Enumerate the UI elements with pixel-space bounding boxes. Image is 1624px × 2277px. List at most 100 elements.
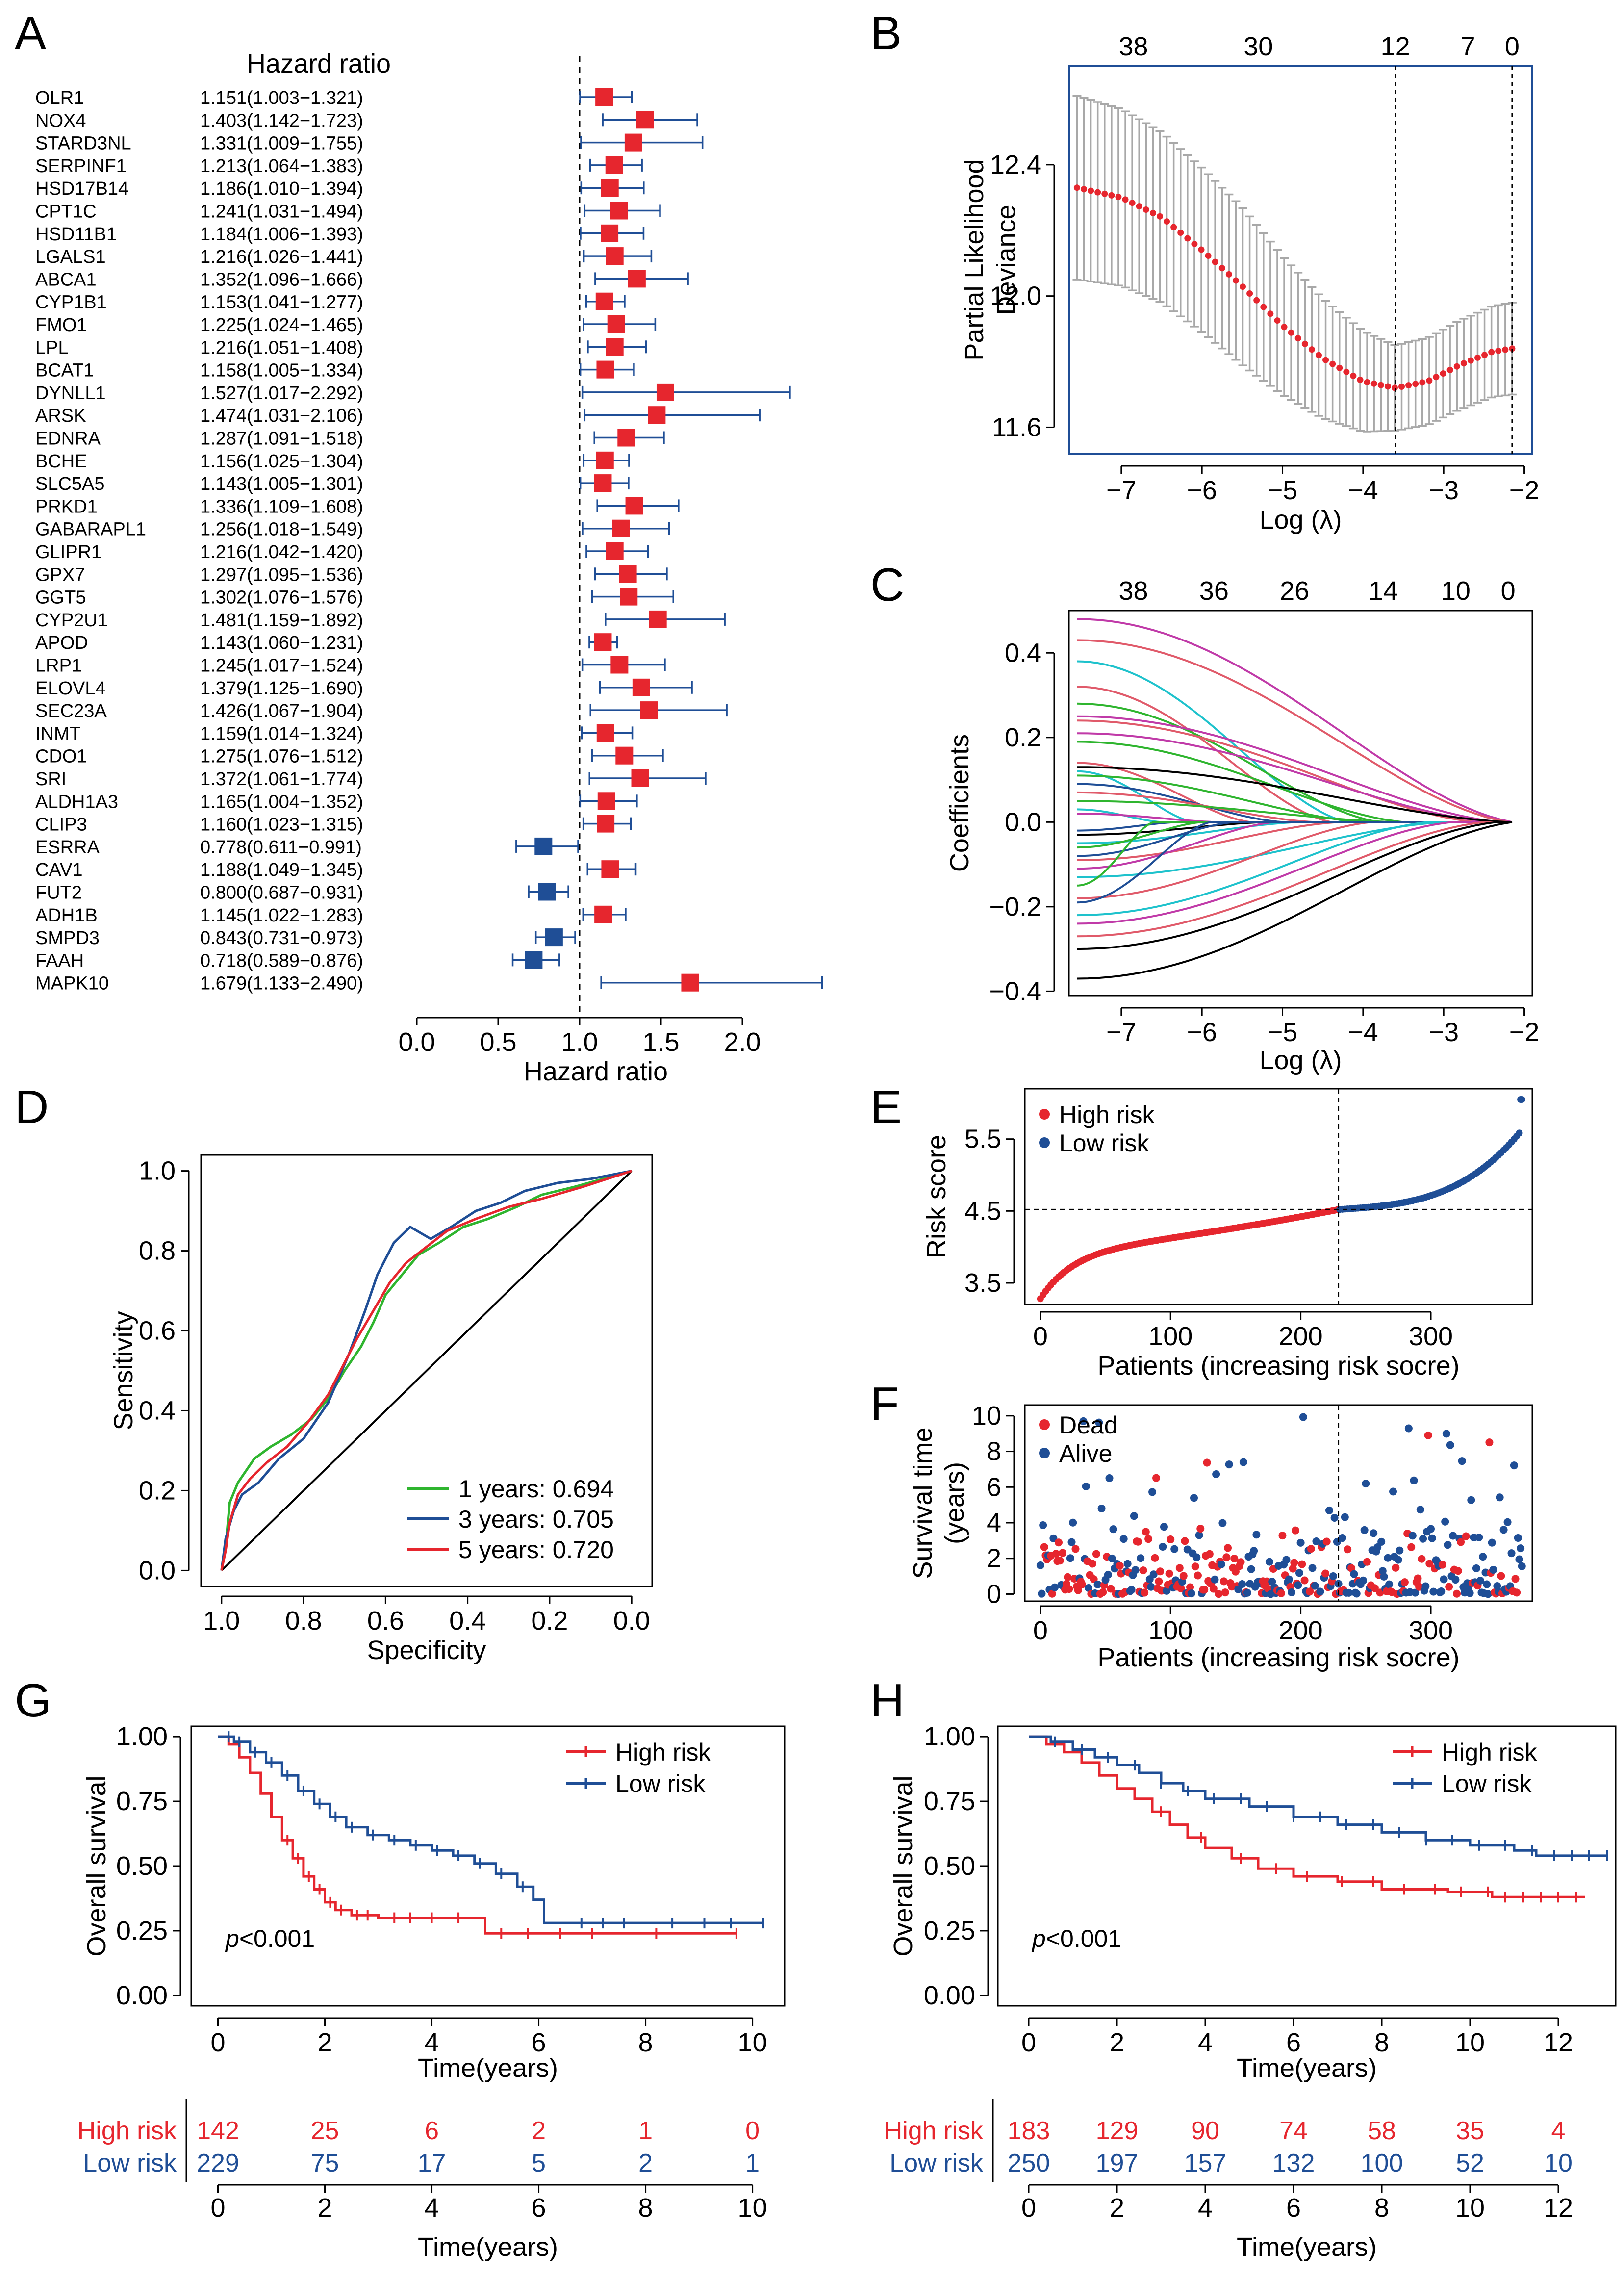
forest-gene-label: FUT2 — [35, 883, 82, 903]
risk-legend-label: Low risk — [1059, 1129, 1149, 1157]
forest-gene-label: ARSK — [35, 406, 86, 426]
status-point — [1419, 1535, 1427, 1543]
coef-path-line — [1077, 821, 1512, 836]
km-train-risk-count: 5 — [532, 2149, 546, 2177]
cv-deviance-point — [1364, 379, 1370, 385]
coef-path-line — [1077, 660, 1512, 823]
forest-hr-marker — [636, 111, 654, 129]
coef-path-line — [1077, 821, 1513, 980]
km-train-risk-count: 229 — [197, 2149, 239, 2177]
status-point — [1217, 1560, 1225, 1568]
status-point — [1440, 1575, 1448, 1584]
status-point — [1311, 1582, 1319, 1590]
km-train-risk-count: 17 — [418, 2149, 446, 2177]
status-point — [1407, 1543, 1416, 1551]
status-point — [1414, 1574, 1422, 1583]
km-train-y-tick-label: 0.25 — [116, 1916, 168, 1945]
status-plot-frame — [1024, 1404, 1533, 1602]
cv-x-tick-label: −4 — [1348, 476, 1378, 505]
forest-hr-marker — [607, 315, 625, 333]
status-point — [1352, 1589, 1361, 1598]
status-point — [1093, 1580, 1102, 1588]
status-point — [1149, 1570, 1158, 1579]
coef-path-line — [1077, 741, 1512, 823]
status-point — [1300, 1576, 1309, 1585]
forest-hr-marker — [648, 406, 666, 424]
status-y-title: (years) — [940, 1462, 969, 1544]
status-point — [1066, 1554, 1074, 1562]
status-point — [1155, 1577, 1163, 1586]
forest-gene-label: SMPD3 — [35, 928, 100, 948]
status-point — [1252, 1531, 1261, 1539]
status-point — [1147, 1583, 1155, 1591]
roc-x-title: Specificity — [367, 1636, 486, 1665]
coef-x-tick-label: −4 — [1348, 1018, 1378, 1047]
km-test-risk-tick-label: 2 — [1110, 2193, 1124, 2223]
forest-hr-label: 0.843(0.731−0.973) — [200, 928, 363, 948]
km-train-y-tick-label: 0.75 — [116, 1787, 168, 1816]
status-point — [1345, 1588, 1353, 1597]
coef-path-line — [1077, 821, 1512, 917]
roc-plot: 1 years: 0.694 3 years: 0.705 5 years: 0.7… — [109, 1154, 653, 1665]
status-point — [1518, 1562, 1526, 1570]
risk-y-title: Risk score — [922, 1135, 951, 1258]
forest-hr-label: 1.213(1.064−1.383) — [200, 156, 363, 177]
forest-hr-marker — [606, 338, 624, 356]
cv-top-tick-label: 0 — [1505, 32, 1520, 61]
status-point — [1377, 1537, 1386, 1546]
cv-deviance-point — [1308, 346, 1315, 353]
status-point — [1496, 1493, 1504, 1502]
status-point — [1056, 1557, 1064, 1565]
cv-deviance-point — [1122, 196, 1129, 203]
status-point — [1325, 1506, 1333, 1514]
cv-deviance-point — [1405, 382, 1412, 389]
status-point — [1294, 1581, 1302, 1589]
cv-deviance-point — [1177, 230, 1184, 236]
km-test-risk-x-title: Time(years) — [1237, 2232, 1377, 2262]
km-train-risk-count: 0 — [745, 2117, 760, 2145]
status-point — [1359, 1576, 1367, 1585]
coef-path-line — [1077, 821, 1512, 887]
km-test-pvalue-rest: <0.001 — [1046, 1925, 1121, 1952]
km-train-risk-count: 142 — [197, 2117, 239, 2145]
coef-x-tick-label: −3 — [1428, 1018, 1459, 1047]
status-point — [1165, 1569, 1173, 1578]
status-point — [1511, 1575, 1520, 1583]
forest-hr-marker — [538, 883, 556, 901]
status-point — [1134, 1537, 1142, 1546]
status-point — [1380, 1572, 1388, 1581]
status-point — [1429, 1587, 1438, 1596]
panel-label-h: H — [870, 1674, 904, 1727]
status-y-tick-label: 4 — [987, 1508, 1001, 1537]
km-plot-test: High risk Low risk p<0.001 0 2 4 6 8 10 12 0.00 0.2… — [884, 1722, 1617, 2262]
km-train-legend-label: Low risk — [615, 1770, 706, 1797]
km-train-risk-row-label: High risk — [77, 2117, 177, 2145]
forest-hr-marker — [606, 247, 624, 265]
forest-hr-label: 1.679(1.133−2.490) — [200, 973, 363, 994]
status-point — [1181, 1537, 1189, 1545]
status-point — [1109, 1525, 1117, 1534]
roc-x-tick-label: 0.0 — [613, 1606, 650, 1636]
risk-score-point — [1517, 1096, 1524, 1103]
coef-x-tick-label: −5 — [1268, 1018, 1298, 1047]
coef-path-line — [1077, 766, 1512, 823]
coef-y-tick-label: −0.2 — [989, 892, 1041, 921]
status-point — [1203, 1458, 1211, 1467]
forest-hr-label: 0.800(0.687−0.931) — [200, 883, 363, 903]
forest-hr-label: 1.143(1.060−1.231) — [200, 633, 363, 653]
status-point — [1079, 1417, 1088, 1425]
km-test-risk-count: 4 — [1551, 2117, 1566, 2145]
status-point — [1071, 1545, 1080, 1553]
status-point — [1095, 1418, 1103, 1427]
status-point — [1427, 1525, 1435, 1533]
status-point — [1445, 1583, 1453, 1591]
status-point — [1370, 1529, 1378, 1537]
forest-hr-marker — [595, 88, 613, 106]
forest-hr-label: 0.718(0.589−0.876) — [200, 950, 363, 971]
coef-path-line — [1077, 821, 1512, 861]
status-point — [1179, 1572, 1188, 1580]
km-test-risk-tick-label: 0 — [1021, 2193, 1036, 2223]
cv-deviance-point — [1081, 186, 1088, 193]
status-point — [1475, 1533, 1483, 1541]
